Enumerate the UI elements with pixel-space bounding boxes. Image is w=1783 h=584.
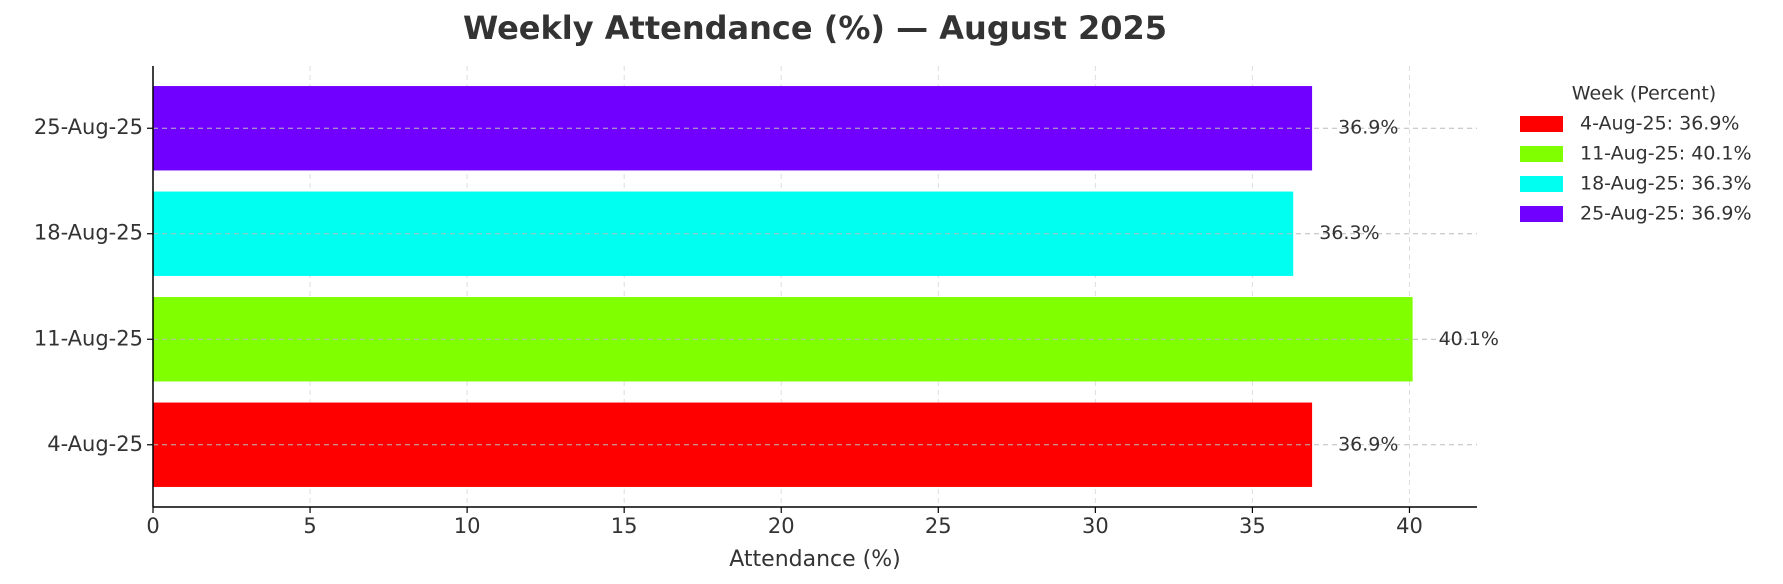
value-label: 36.9% bbox=[1338, 433, 1398, 455]
legend-label: 4-Aug-25: 36.9% bbox=[1580, 113, 1739, 135]
x-tick-label: 10 bbox=[454, 514, 481, 538]
legend-title: Week (Percent) bbox=[1572, 83, 1716, 105]
bar bbox=[153, 297, 1413, 382]
x-axis-label: Attendance (%) bbox=[729, 547, 900, 572]
value-label: 40.1% bbox=[1439, 328, 1499, 350]
chart-title: Weekly Attendance (%) — August 2025 bbox=[463, 9, 1167, 47]
x-tick-label: 40 bbox=[1396, 514, 1423, 538]
x-tick-label: 0 bbox=[146, 514, 159, 538]
legend-swatch bbox=[1520, 146, 1563, 162]
x-tick-label: 35 bbox=[1239, 514, 1266, 538]
value-label: 36.9% bbox=[1338, 117, 1398, 139]
value-label: 36.3% bbox=[1319, 222, 1379, 244]
y-tick-label: 25-Aug-25 bbox=[34, 115, 143, 139]
x-tick-label: 15 bbox=[611, 514, 638, 538]
y-tick-label: 18-Aug-25 bbox=[34, 221, 143, 245]
y-tick-label: 4-Aug-25 bbox=[47, 432, 143, 456]
x-tick-label: 20 bbox=[768, 514, 795, 538]
legend-label: 25-Aug-25: 36.9% bbox=[1580, 203, 1752, 225]
x-tick-label: 25 bbox=[925, 514, 952, 538]
x-tick-label: 5 bbox=[303, 514, 316, 538]
legend-label: 18-Aug-25: 36.3% bbox=[1580, 173, 1752, 195]
legend-swatch bbox=[1520, 206, 1563, 222]
x-tick-label: 30 bbox=[1082, 514, 1109, 538]
legend-label: 11-Aug-25: 40.1% bbox=[1580, 143, 1752, 165]
y-tick-label: 11-Aug-25 bbox=[34, 326, 143, 350]
legend-swatch bbox=[1520, 176, 1563, 192]
legend-swatch bbox=[1520, 116, 1563, 132]
